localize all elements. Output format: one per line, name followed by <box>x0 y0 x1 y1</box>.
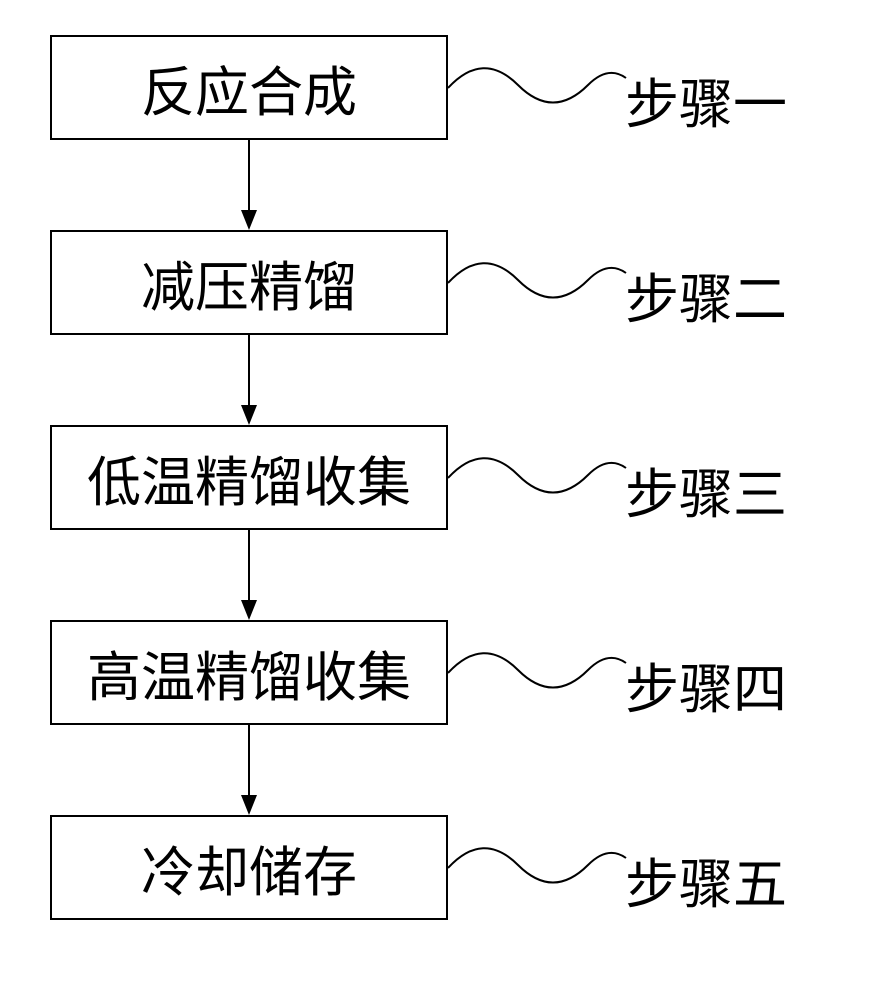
flow-box-text: 冷却储存 <box>141 828 357 907</box>
wavy-connector-1 <box>448 35 628 140</box>
step-label-4: 步骤四 <box>625 645 787 724</box>
flow-box-text: 反应合成 <box>141 48 357 127</box>
step-label-text: 步骤二 <box>625 270 787 330</box>
step-label-text: 步骤五 <box>625 855 787 915</box>
flow-box-step5: 冷却储存 <box>50 815 448 920</box>
step-label-5: 步骤五 <box>625 840 787 919</box>
step-label-2: 步骤二 <box>625 255 787 334</box>
flow-box-step3: 低温精馏收集 <box>50 425 448 530</box>
flow-box-step1: 反应合成 <box>50 35 448 140</box>
flow-box-text: 高温精馏收集 <box>87 633 411 712</box>
wavy-connector-3 <box>448 425 628 530</box>
arrow-4 <box>50 725 448 815</box>
wavy-connector-2 <box>448 230 628 335</box>
step-label-text: 步骤四 <box>625 660 787 720</box>
flow-box-text: 减压精馏 <box>141 243 357 322</box>
arrow-down-icon <box>234 725 264 815</box>
flow-box-text: 低温精馏收集 <box>87 438 411 517</box>
wavy-connector-4 <box>448 620 628 725</box>
arrow-2 <box>50 335 448 425</box>
flow-box-step2: 减压精馏 <box>50 230 448 335</box>
wavy-connector-5 <box>448 815 628 920</box>
step-label-text: 步骤三 <box>625 465 787 525</box>
arrow-1 <box>50 140 448 230</box>
step-label-3: 步骤三 <box>625 450 787 529</box>
arrow-down-icon <box>234 530 264 620</box>
step-label-text: 步骤一 <box>625 75 787 135</box>
step-label-1: 步骤一 <box>625 60 787 139</box>
arrow-down-icon <box>234 335 264 425</box>
arrow-3 <box>50 530 448 620</box>
flowchart-container: 反应合成 减压精馏 低温精馏收集 高温精馏收集 <box>50 35 448 920</box>
arrow-down-icon <box>234 140 264 230</box>
flow-box-step4: 高温精馏收集 <box>50 620 448 725</box>
